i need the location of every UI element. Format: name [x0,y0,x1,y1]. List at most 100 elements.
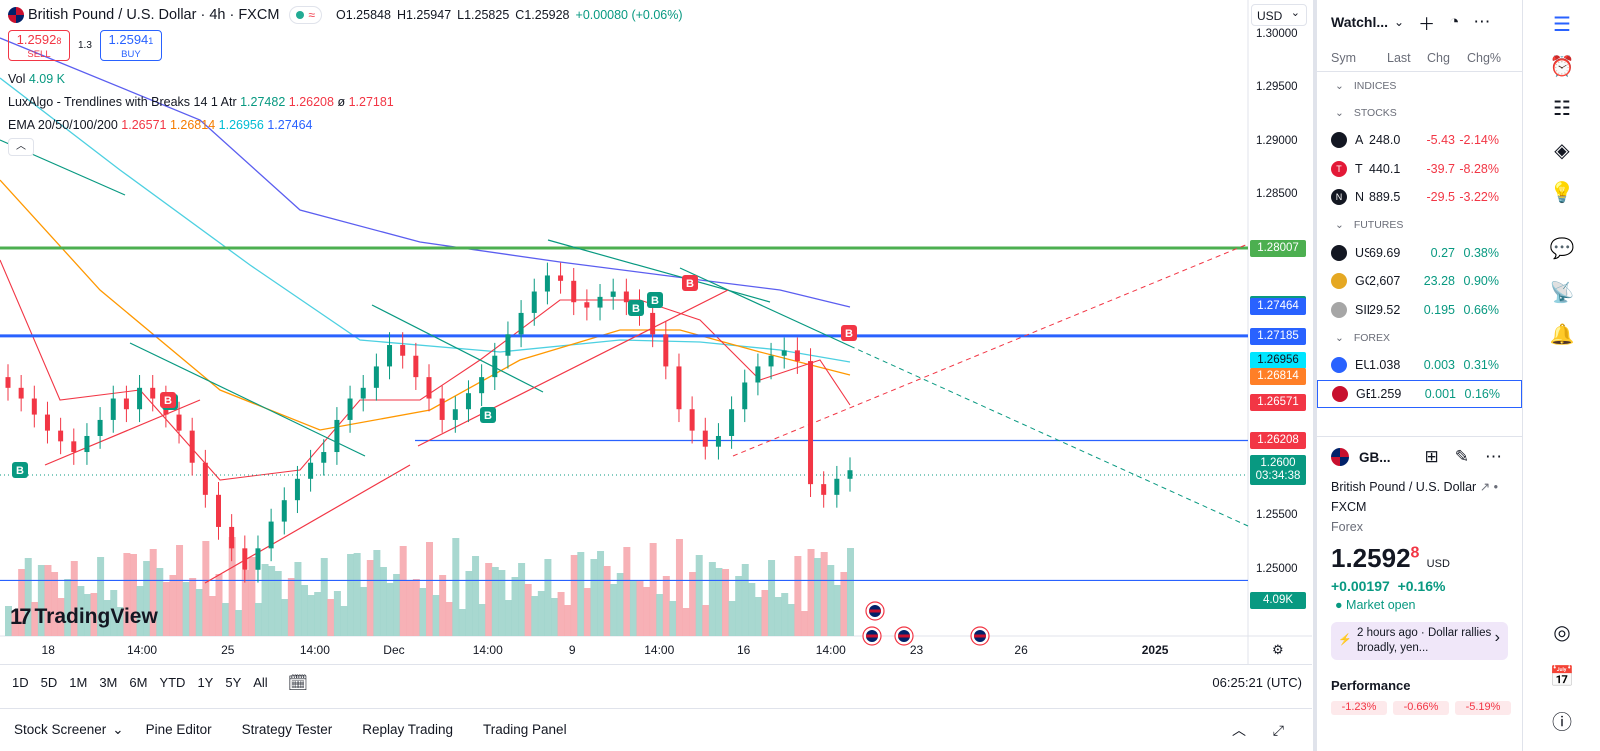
watchlist-row[interactable]: T T 440.1 -39.7 -8.28% [1317,155,1522,184]
chat-icon[interactable]: 💬 [1549,238,1575,260]
timeframe-1y[interactable]: 1Y [197,675,214,690]
watchlist-row[interactable]: A 248.0 -5.43 -2.14% [1317,126,1522,155]
trade-buttons: 1.25928 SELL 1.3 1.25941 BUY [8,30,162,61]
high-value: H1.25947 [396,8,452,22]
watchlist-section[interactable]: ⌄ INDICES [1317,72,1522,99]
volume-bar [149,549,157,636]
volume-bar [287,578,295,636]
timeframe-1d[interactable]: 1D [12,675,29,690]
col-sym[interactable]: Sym [1331,50,1356,65]
row-last: 889.5 [1369,190,1401,205]
timeframe-5y[interactable]: 5Y [225,675,242,690]
watchlist-row[interactable]: SIL29.52 0.195 0.66% [1317,296,1522,325]
tradingview-logo: 17 TradingView [10,604,158,630]
bottom-tab-replay-trading[interactable]: Replay Trading [362,722,454,737]
volume-bar [5,606,12,636]
chevron-down-icon[interactable]: ⌄ [112,722,124,737]
external-link-icon[interactable]: ↗ • [1479,480,1499,494]
target-icon[interactable]: ◎ [1553,622,1571,644]
edit-icon[interactable]: ✎ [1454,447,1470,466]
candle-body [571,280,577,303]
grid-layout-icon[interactable]: ⊞ [1424,447,1439,466]
timeframe-1m[interactable]: 1M [69,675,88,690]
bottom-tab-stock-screener[interactable]: Stock Screener [14,722,107,737]
volume-bar [110,590,118,636]
bottom-tab-pine-editor[interactable]: Pine Editor [145,722,212,737]
timeframe-5d[interactable]: 5D [40,675,58,690]
luxalgo-legend[interactable]: LuxAlgo - Trendlines with Breaks 14 1 At… [8,95,394,109]
axis-settings-icon[interactable]: ⚙ [1272,642,1284,657]
watchlist-panel: Watchl... ⌄ ＋ ◔ ⋯ Sym Last Chg Chg% ⌄ IND… [1313,0,1522,751]
collapse-legend-button[interactable]: ︿ [8,138,34,156]
notifications-bell-icon[interactable]: 🔔 [1549,324,1575,346]
break-marker-label: B [484,410,492,422]
utc-clock[interactable]: 06:25:21 (UTC) [1212,675,1302,690]
sell-button[interactable]: 1.25928 SELL [8,30,70,61]
col-chg[interactable]: Chg [1427,50,1450,65]
watchlist-row[interactable]: N N 889.5 -29.5 -3.22% [1317,183,1522,212]
watchlist-icon[interactable]: ☰ [1523,6,1600,40]
volume-legend[interactable]: Vol 4.09 K [8,72,65,86]
buy-button[interactable]: 1.25941 BUY [99,30,162,61]
watchlist-row[interactable]: EU 1.038 0.003 0.31% [1317,351,1522,380]
volume-bar [156,568,164,636]
watchlist-section[interactable]: ⌄ FOREX [1317,324,1522,351]
instrument-name[interactable]: British Pound / U.S. Dollar [1331,480,1477,494]
volume-bar [189,578,197,636]
row-sym: GC [1355,274,1369,289]
help-icon[interactable]: ⓘ [1552,712,1572,734]
row-sym: T [1355,161,1363,176]
col-chg-pct[interactable]: Chg% [1467,50,1502,65]
streams-icon[interactable]: 📡 [1549,282,1575,304]
watchlist-row[interactable]: GE 1.259 0.001 0.16% [1317,379,1522,408]
close-value: C1.25928 [515,8,570,22]
candle-body [492,355,498,378]
watchlist-section[interactable]: ⌄ FUTURES [1317,212,1522,239]
break-marker-label: B [16,465,24,477]
volume-bar [412,579,420,636]
volume-bar [610,584,618,636]
layers-icon[interactable]: ◈ [1554,140,1570,162]
watchlist-title[interactable]: Watchl... [1331,14,1389,30]
vol-value: 4.09 K [28,72,66,86]
maximize-panel-icon[interactable]: ⤢ [1272,721,1284,738]
timeframe-ytd[interactable]: YTD [159,675,186,690]
candle-body [781,350,787,356]
timeframe-6m[interactable]: 6M [129,675,148,690]
market-status-pill[interactable]: ≈ [289,6,323,24]
chart-widget-icon[interactable]: ◔ [1449,12,1460,31]
timeframe-3m[interactable]: 3M [99,675,118,690]
candle-body [676,366,682,410]
details-symbol[interactable]: GB... [1359,449,1391,465]
symbol-logo-icon [1331,132,1347,149]
watchlist-row[interactable]: GC2,607 23.28 0.90% [1317,267,1522,296]
date-range-icon[interactable]: 🗓 [287,674,309,692]
volume-bar [794,556,802,636]
buy-price-sup: 1 [148,36,154,46]
news-card[interactable]: 2 hours ago · Dollar rallies broadly, ye… [1331,622,1508,660]
calendar-icon[interactable]: 📅 [1549,666,1575,688]
collapse-panel-icon[interactable]: ︿ [1232,722,1246,738]
row-last: 248.0 [1369,133,1401,148]
watchlist-row[interactable]: US 69.69 0.27 0.38% [1317,239,1522,268]
symbol-title[interactable]: British Pound / U.S. Dollar · 4h · FXCM [28,7,280,23]
alerts-clock-icon[interactable]: ⏰ [1549,56,1575,78]
col-last[interactable]: Last [1387,50,1411,65]
watchlist-section[interactable]: ⌄ STOCKS [1317,99,1522,126]
more-icon[interactable]: ⋯ [1473,12,1491,31]
candle-body [439,398,445,420]
more-icon[interactable]: ⋯ [1485,447,1503,466]
candle-body [558,275,564,281]
currency-select[interactable]: USD [1251,4,1307,26]
add-symbol-icon[interactable]: ＋ [1418,14,1436,34]
chevron-down-icon[interactable]: ⌄ [1394,15,1405,29]
ideas-bulb-icon[interactable]: 💡 [1549,182,1575,204]
bottom-tab-trading-panel[interactable]: Trading Panel [483,722,567,737]
object-tree-icon[interactable]: ☷ [1553,98,1571,120]
bottom-tab-strategy-tester[interactable]: Strategy Tester [241,722,333,737]
ema-legend[interactable]: EMA 20/50/100/200 1.26571 1.26814 1.2695… [8,118,313,132]
timeframe-all[interactable]: All [253,675,268,690]
break-marker-b [628,300,644,316]
